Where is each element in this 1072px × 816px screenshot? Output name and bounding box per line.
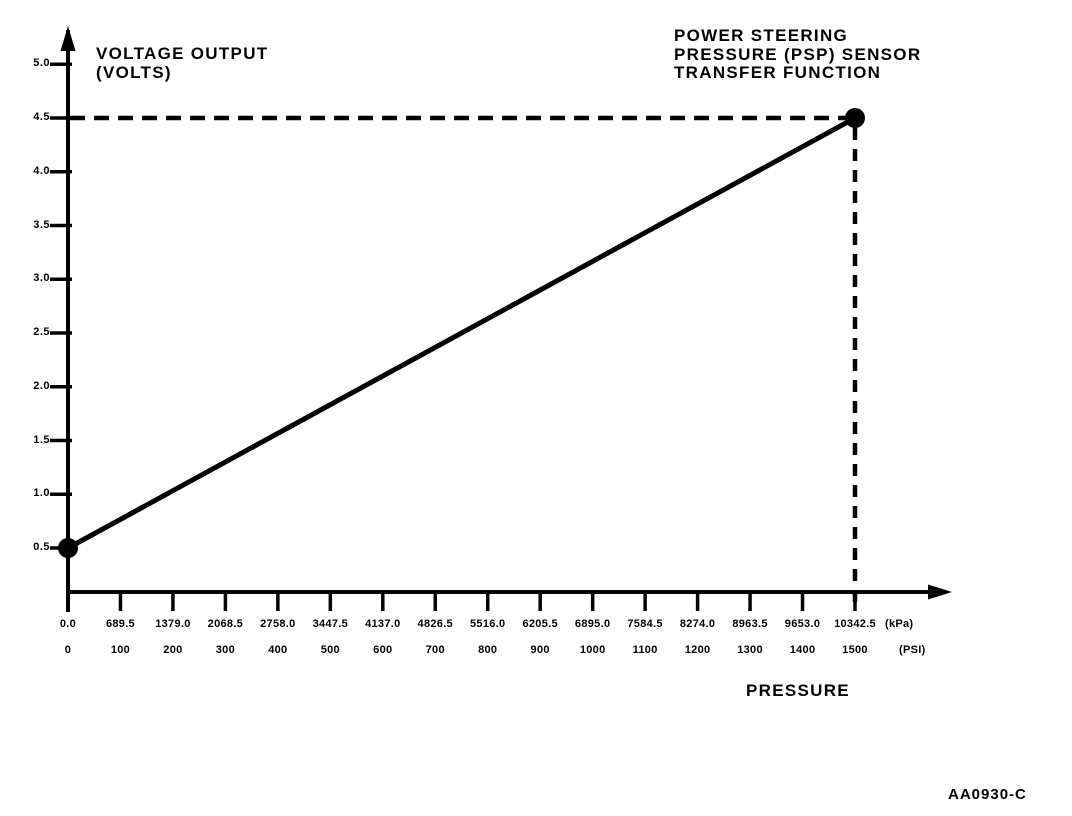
x-tick-label-psi: 1500	[842, 644, 868, 656]
chart-title-line2: PRESSURE (PSP) SENSOR	[674, 44, 922, 64]
y-tick-label: 1.0	[33, 487, 50, 500]
x-tick-label-psi: 200	[163, 644, 183, 656]
y-axis-title-line2: (VOLTS)	[96, 62, 172, 82]
x-tick-label-kpa: 4137.0	[365, 618, 401, 630]
x-tick-label-kpa: 9653.0	[784, 618, 821, 630]
x-tick-label-kpa: 2758.0	[260, 618, 296, 630]
figure-code: AA0930-C	[948, 786, 1027, 803]
y-tick-label: 2.5	[33, 326, 50, 338]
x-tick-label-psi: 300	[215, 644, 236, 656]
x-tick-label-psi: 1400	[789, 644, 816, 656]
x-tick-label-psi: 1000	[579, 644, 606, 656]
x-tick-label-psi: 600	[373, 644, 393, 656]
y-axis-title-line1: VOLTAGE OUTPUT	[96, 44, 269, 63]
x-axis-title: PRESSURE	[746, 681, 850, 700]
x-tick-label-psi: 1100	[632, 644, 658, 656]
y-tick-label: 0.5	[33, 541, 50, 553]
y-tick-label: 5.0	[33, 57, 50, 70]
data-point	[845, 108, 865, 128]
y-axis-arrowhead	[60, 26, 76, 51]
y-axis-title: VOLTAGE OUTPUT (VOLTS)	[96, 44, 269, 82]
x-tick-label-psi: 0	[64, 644, 72, 656]
x-axis-arrowhead	[928, 584, 952, 600]
chart-title-line3: TRANSFER FUNCTION	[674, 63, 882, 82]
y-tick-label: 3.5	[33, 218, 50, 231]
x-tick-label-kpa: 7584.5	[627, 618, 663, 630]
x-tick-label-kpa: 1379.0	[155, 618, 191, 630]
x-tick-label-kpa: 6205.5	[522, 618, 558, 630]
transfer-function-line	[66, 115, 857, 551]
x-tick-label-psi: 900	[530, 644, 550, 656]
x-tick-label-psi: 400	[268, 644, 288, 656]
x-tick-label-kpa: 689.5	[105, 618, 135, 630]
x-tick-label-psi: 800	[478, 644, 498, 656]
x-tick-label-kpa: 8274.0	[679, 618, 716, 630]
y-tick-label: 4.0	[33, 164, 50, 177]
y-tick-label: 1.5	[33, 433, 50, 446]
x-tick-label-kpa: 4826.5	[417, 618, 453, 630]
x-tick-label-kpa: 10342.5	[834, 618, 876, 630]
y-tick-label: 4.5	[33, 111, 50, 123]
x-tick-label-kpa: 3447.5	[312, 618, 349, 630]
x-axis-psi-unit-label: (PSI)	[899, 644, 926, 656]
chart-title: POWER STEERING PRESSURE (PSP) SENSOR TRA…	[674, 26, 922, 83]
x-tick-label-kpa: 6895.0	[574, 618, 611, 630]
chart-title-line1: POWER STEERING	[674, 26, 849, 45]
x-tick-label-kpa: 8963.5	[732, 618, 768, 630]
x-tick-label-psi: 1300	[737, 644, 763, 656]
y-tick-label: 3.0	[33, 272, 50, 285]
x-tick-label-psi: 700	[425, 644, 445, 656]
x-tick-label-kpa: 5516.0	[469, 618, 506, 630]
x-tick-label-kpa: 2068.5	[207, 618, 244, 630]
x-tick-label-psi: 100	[110, 644, 131, 656]
x-tick-label-psi: 1200	[684, 644, 711, 656]
x-axis-kpa-unit-label: (kPa)	[885, 618, 914, 630]
y-tick-label: 2.0	[33, 379, 50, 392]
x-tick-label-kpa: 0.0	[59, 618, 77, 630]
x-tick-label-psi: 500	[320, 644, 340, 656]
